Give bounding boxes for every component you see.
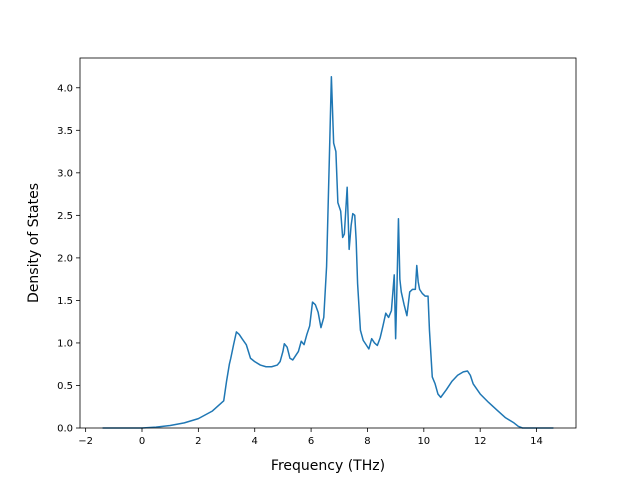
x-tick-label: 14: [530, 436, 543, 447]
x-tick-label: 4: [252, 436, 258, 447]
y-tick-label: 0.5: [57, 381, 73, 392]
y-tick-label: 2.0: [57, 253, 73, 264]
y-tick-label: 4.0: [57, 83, 73, 94]
x-tick-label: 0: [139, 436, 145, 447]
x-tick-label: 6: [308, 436, 314, 447]
x-tick-label: 12: [474, 436, 487, 447]
axes-frame: [79, 57, 577, 429]
x-tick-label: −2: [78, 436, 93, 447]
y-tick-label: 2.5: [57, 211, 73, 222]
plot-area: [102, 75, 554, 429]
y-tick-label: 3.0: [57, 168, 73, 179]
y-tick-label: 0.0: [57, 424, 73, 435]
y-axis-label: Density of States: [26, 183, 42, 303]
y-tick-label: 1.5: [57, 296, 73, 307]
x-axis-label: Frequency (THz): [271, 458, 385, 474]
y-tick-label: 3.5: [57, 126, 73, 137]
x-tick-label: 10: [417, 436, 430, 447]
x-axis-ticks: −2 0 2 4 6 8 10 12 14: [78, 428, 543, 447]
y-axis-ticks: 0.0 0.5 1.0 1.5 2.0 2.5 3.0 3.5 4.0: [57, 83, 80, 435]
series-line: [102, 75, 554, 429]
x-tick-label: 2: [195, 436, 201, 447]
y-tick-label: 1.0: [57, 338, 73, 349]
x-tick-label: 8: [364, 436, 370, 447]
